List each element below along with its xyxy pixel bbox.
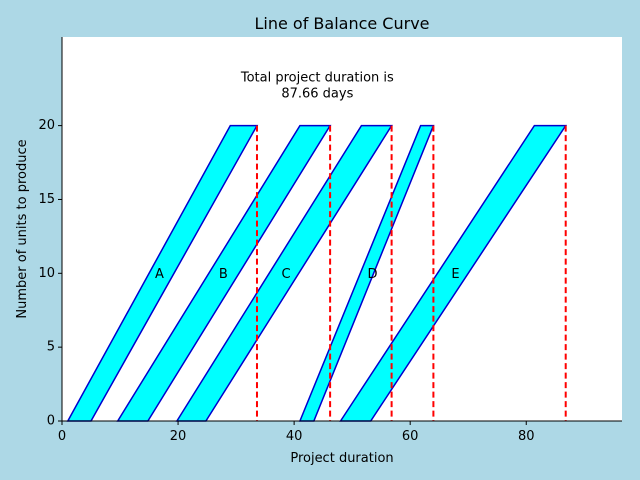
y-tick-label: 0 [47,414,55,429]
y-tick-label: 5 [47,340,55,355]
y-tick-label: 15 [38,192,55,207]
y-ticks: 0 5 10 15 20 [38,118,62,429]
x-tick-label: 60 [402,429,419,444]
y-tick-label: 20 [38,118,55,133]
plot-area [62,37,622,421]
series-label-d: D [367,267,377,282]
x-ticks: 0 20 40 60 80 [58,421,535,444]
completion-lines [255,125,567,421]
y-axis-label: Number of units to produce [15,139,30,318]
series-label-c: C [281,267,290,282]
x-tick-label: 0 [58,429,66,444]
chart-title: Line of Balance Curve [254,14,429,33]
x-tick-label: 80 [518,429,535,444]
axes [61,37,622,422]
series-labels: A B C D E [155,267,460,282]
y-tick-label: 10 [38,266,55,281]
series-label-b: B [219,267,228,282]
x-tick-label: 40 [286,429,303,444]
x-tick-label: 20 [170,429,187,444]
duration-annotation: Total project duration is 87.66 days [240,70,394,101]
series-label-a: A [155,267,164,282]
x-axis-label: Project duration [290,451,393,466]
series-label-e: E [451,267,459,282]
